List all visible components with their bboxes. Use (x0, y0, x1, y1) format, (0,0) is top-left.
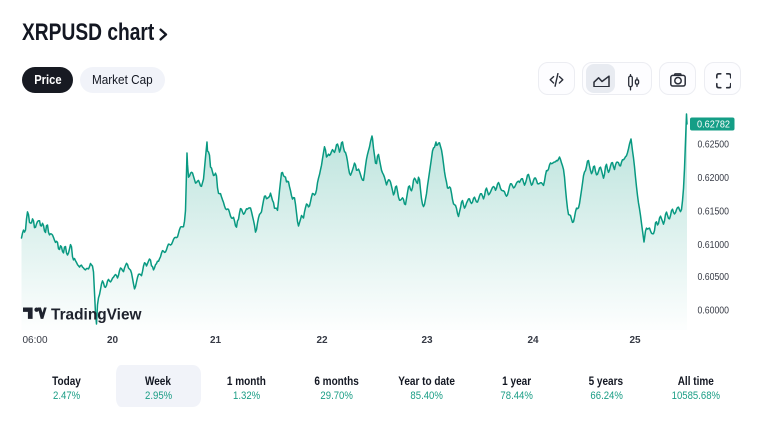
svg-text:0.62782: 0.62782 (697, 120, 730, 131)
svg-text:20: 20 (107, 335, 119, 346)
svg-text:0.62500: 0.62500 (698, 139, 730, 150)
svg-text:22: 22 (316, 335, 328, 346)
svg-text:24: 24 (527, 335, 539, 346)
svg-text:TradingView: TradingView (51, 307, 142, 324)
svg-text:06:00: 06:00 (23, 335, 48, 346)
svg-text:0.61500: 0.61500 (698, 207, 730, 218)
svg-text:25: 25 (629, 335, 641, 346)
svg-text:21: 21 (210, 335, 222, 346)
svg-text:0.62000: 0.62000 (698, 173, 730, 184)
svg-text:0.60000: 0.60000 (698, 305, 730, 316)
svg-text:0.61000: 0.61000 (698, 240, 730, 251)
svg-text:23: 23 (421, 335, 433, 346)
svg-text:0.60500: 0.60500 (698, 272, 730, 283)
